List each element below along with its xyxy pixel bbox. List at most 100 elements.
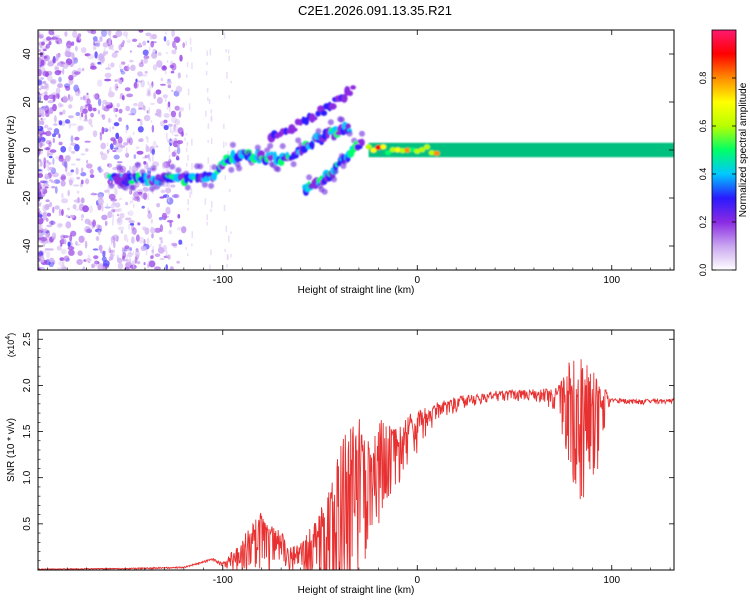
noise-speckle <box>65 85 71 91</box>
noise-speckle <box>116 255 119 261</box>
noise-speckle <box>176 260 181 264</box>
noise-speckle <box>100 56 105 62</box>
noise-speckle <box>42 244 46 247</box>
noise-speckle <box>53 128 60 135</box>
noise-streak <box>228 95 230 99</box>
noise-speckle <box>46 212 52 217</box>
noise-speckle <box>56 267 64 270</box>
noise-streak <box>169 106 171 112</box>
noise-speckle <box>108 193 116 200</box>
noise-speckle <box>107 30 112 36</box>
noise-speckle <box>138 236 145 244</box>
noise-speckle <box>148 260 156 268</box>
noise-speckle <box>121 95 125 101</box>
noise-speckle <box>40 180 47 184</box>
noise-speckle <box>75 111 81 117</box>
noise-speckle <box>39 142 43 148</box>
noise-streak <box>112 48 114 51</box>
noise-speckle <box>129 50 132 53</box>
noise-speckle <box>100 153 108 161</box>
noise-speckle <box>58 120 63 126</box>
track-upper-branch <box>267 85 356 143</box>
noise-streak <box>147 193 149 201</box>
noise-speckle <box>70 230 77 237</box>
noise-speckle <box>47 204 50 208</box>
noise-speckle <box>125 105 131 112</box>
noise-speckle <box>70 163 76 166</box>
noise-streak <box>205 70 208 76</box>
snr-xlabel: Height of straight line (km) <box>298 585 415 596</box>
colorbar-label: Normalized spectral amplitude <box>738 82 749 217</box>
noise-speckle <box>137 126 144 133</box>
noise-streak <box>147 81 150 86</box>
noise-speckle <box>178 239 183 245</box>
noise-speckle <box>68 121 72 129</box>
noise-streak <box>205 110 207 117</box>
noise-speckle <box>73 71 81 75</box>
noise-speckle <box>50 180 57 184</box>
noise-speckle <box>90 193 98 196</box>
noise-speckle <box>139 137 144 143</box>
noise-speckle <box>136 189 144 195</box>
noise-speckle <box>63 255 70 262</box>
noise-streak <box>166 52 168 55</box>
noise-streak <box>128 224 130 230</box>
noise-speckle <box>169 266 174 270</box>
noise-speckle <box>70 142 77 146</box>
noise-speckle <box>104 206 112 209</box>
noise-speckle <box>38 251 44 256</box>
noise-streak <box>190 188 193 195</box>
noise-speckle <box>143 55 150 60</box>
noise-streak <box>207 140 209 143</box>
noise-speckle <box>61 192 64 199</box>
noise-streak <box>145 249 148 256</box>
noise-streak <box>109 254 112 261</box>
carrier-blob <box>389 147 396 153</box>
multiplier-base: (x10 <box>6 340 16 358</box>
noise-speckle <box>38 245 42 248</box>
noise-speckle <box>91 263 95 269</box>
noise-speckle <box>55 87 61 95</box>
noise-speckle <box>130 107 137 116</box>
track-blob <box>320 110 328 116</box>
track-blob <box>355 144 363 150</box>
noise-speckle <box>44 230 50 234</box>
noise-streak <box>227 255 229 260</box>
noise-speckle <box>75 45 78 52</box>
noise-speckle <box>147 212 153 220</box>
noise-speckle <box>60 176 63 181</box>
carrier-blob <box>380 144 387 150</box>
noise-speckle <box>99 133 103 141</box>
noise-speckle <box>147 167 152 174</box>
noise-streak <box>207 157 209 164</box>
noise-streak <box>148 107 150 114</box>
noise-streak <box>147 260 150 267</box>
noise-speckle <box>60 61 66 65</box>
noise-streak <box>185 247 187 250</box>
noise-speckle <box>116 161 123 164</box>
noise-speckle <box>42 211 48 217</box>
noise-speckle <box>146 88 152 94</box>
noise-speckle <box>70 135 74 143</box>
noise-speckle <box>119 63 122 70</box>
track-blob <box>315 110 321 117</box>
noise-speckle <box>127 251 133 258</box>
noise-streak <box>228 188 231 192</box>
track-halo <box>254 144 261 151</box>
noise-streak <box>109 118 112 123</box>
noise-streak <box>165 207 168 213</box>
noise-speckle <box>83 119 89 122</box>
noise-streak <box>127 136 129 140</box>
noise-streak <box>191 163 193 170</box>
track-halo <box>332 168 339 175</box>
noise-speckle <box>45 217 49 222</box>
noise-speckle <box>45 140 52 145</box>
noise-streak <box>187 199 189 205</box>
noise-speckle <box>109 143 114 151</box>
noise-speckle <box>130 225 135 231</box>
noise-streak <box>210 249 212 256</box>
noise-speckle <box>81 167 84 173</box>
noise-speckle <box>73 57 79 64</box>
noise-streak <box>210 109 212 114</box>
noise-speckle <box>99 131 103 136</box>
